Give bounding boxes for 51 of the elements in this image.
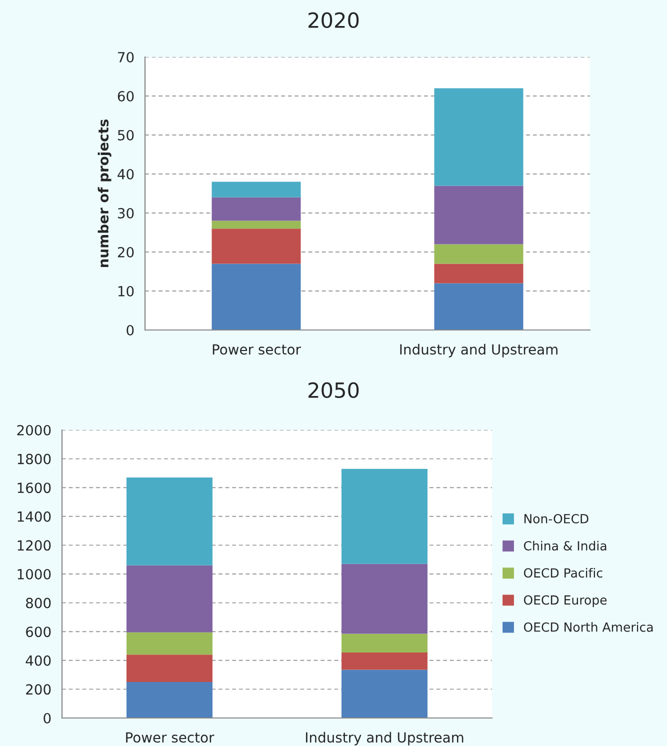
y-tick-label: 200 bbox=[26, 684, 51, 695]
bar bbox=[126, 565, 212, 632]
legend-label: OECD Europe bbox=[524, 595, 607, 608]
bar bbox=[434, 283, 524, 330]
chart-title: 2020 bbox=[308, 12, 359, 28]
y-tick-label: 400 bbox=[26, 655, 51, 666]
y-tick-label: 1400 bbox=[18, 511, 51, 522]
y-tick-label: 2000 bbox=[17, 424, 51, 436]
y-tick-label: 10 bbox=[118, 286, 134, 296]
y-tick-label: 800 bbox=[26, 598, 51, 608]
x-tick-label: Industry and Upstream bbox=[306, 732, 464, 746]
y-axis-title: number of projects bbox=[98, 119, 112, 268]
y-tick-label: 0 bbox=[126, 324, 134, 336]
bar bbox=[212, 220, 301, 229]
bar bbox=[434, 264, 524, 284]
legend-label: OECD Pacific bbox=[524, 568, 602, 578]
bar bbox=[342, 670, 428, 718]
chart-title: 2050 bbox=[308, 382, 359, 398]
bar bbox=[212, 264, 301, 330]
y-tick-label: 70 bbox=[118, 52, 134, 62]
legend-label: China & India bbox=[524, 540, 606, 551]
bar bbox=[212, 228, 301, 264]
y-tick-label: 600 bbox=[26, 626, 51, 638]
legend-label: OECD North America bbox=[524, 622, 653, 632]
bar bbox=[342, 652, 428, 670]
y-tick-label: 1600 bbox=[18, 482, 51, 494]
x-tick-label: Power sector bbox=[212, 344, 301, 355]
y-tick-label: 50 bbox=[118, 130, 134, 140]
bar bbox=[126, 654, 212, 682]
y-tick-label: 40 bbox=[118, 168, 134, 180]
x-tick-label: Industry and Upstream bbox=[400, 344, 558, 358]
bar bbox=[342, 564, 428, 634]
bar bbox=[434, 88, 524, 186]
bar bbox=[212, 182, 301, 198]
bar bbox=[126, 682, 212, 718]
bar bbox=[342, 634, 428, 652]
y-tick-label: 1800 bbox=[18, 454, 51, 464]
bar bbox=[126, 632, 212, 655]
x-tick-label: Power sector bbox=[126, 732, 214, 743]
y-tick-label: 20 bbox=[118, 246, 134, 258]
y-tick-label: 60 bbox=[118, 90, 134, 102]
y-tick-label: 30 bbox=[118, 208, 134, 218]
legend-label: Non-OECD bbox=[524, 514, 588, 524]
bar bbox=[126, 478, 212, 566]
y-tick-label: 0 bbox=[44, 712, 51, 724]
bar bbox=[342, 468, 428, 564]
bar bbox=[212, 197, 301, 221]
y-tick-label: 1000 bbox=[18, 568, 51, 580]
bar bbox=[434, 186, 524, 244]
y-tick-label: 1200 bbox=[18, 540, 51, 551]
bar bbox=[434, 244, 524, 264]
